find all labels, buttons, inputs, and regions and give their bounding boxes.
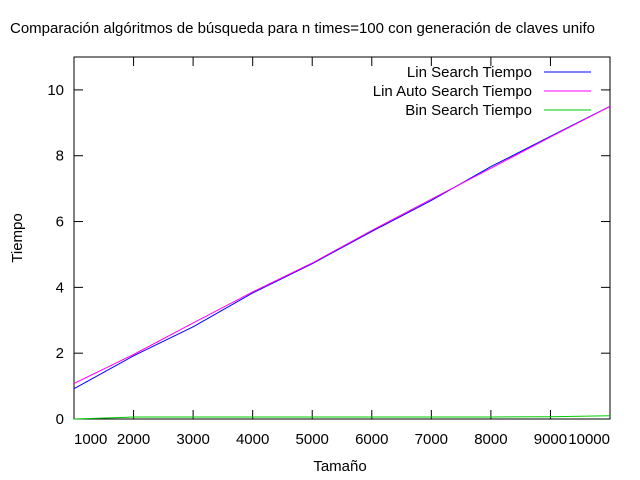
x-tick-label: 1000 bbox=[74, 431, 107, 448]
y-tick-label: 4 bbox=[56, 279, 64, 296]
series-line-0 bbox=[73, 105, 611, 390]
legend: Lin Search Tiempo Lin Auto Search Tiempo B… bbox=[373, 64, 591, 119]
x-tick-label: 6000 bbox=[355, 431, 388, 448]
x-tick-label: 5000 bbox=[296, 431, 329, 448]
y-tick-label: 0 bbox=[56, 411, 64, 428]
series-line-1 bbox=[73, 105, 611, 384]
chart-title: Comparación algóritmos de búsqueda para … bbox=[10, 20, 595, 37]
x-axis-label: Tamaño bbox=[313, 458, 366, 475]
series-lines bbox=[73, 105, 611, 420]
x-tick-label: 9000 bbox=[534, 431, 567, 448]
axis-ticks: 0 2 4 6 8 10 1000 2000 3000 4000 5000 6000 7000 8000 9… bbox=[47, 57, 611, 448]
y-tick-label: 8 bbox=[56, 148, 64, 165]
legend-label: Lin Search Tiempo bbox=[407, 64, 532, 81]
x-tick-label: 4000 bbox=[236, 431, 269, 448]
x-tick-label: 10000 bbox=[568, 431, 610, 448]
x-tick-label: 8000 bbox=[474, 431, 507, 448]
y-tick-label: 10 bbox=[47, 82, 64, 99]
legend-label: Bin Search Tiempo bbox=[405, 102, 532, 119]
y-tick-label: 2 bbox=[56, 345, 64, 362]
x-tick-label: 3000 bbox=[176, 431, 209, 448]
series-line-2 bbox=[73, 415, 611, 420]
x-tick-label: 7000 bbox=[415, 431, 448, 448]
x-tick-label: 2000 bbox=[117, 431, 150, 448]
y-tick-label: 6 bbox=[56, 214, 64, 231]
legend-label: Lin Auto Search Tiempo bbox=[373, 83, 532, 100]
plot-frame bbox=[73, 56, 611, 420]
y-axis-label: Tiempo bbox=[9, 213, 26, 262]
